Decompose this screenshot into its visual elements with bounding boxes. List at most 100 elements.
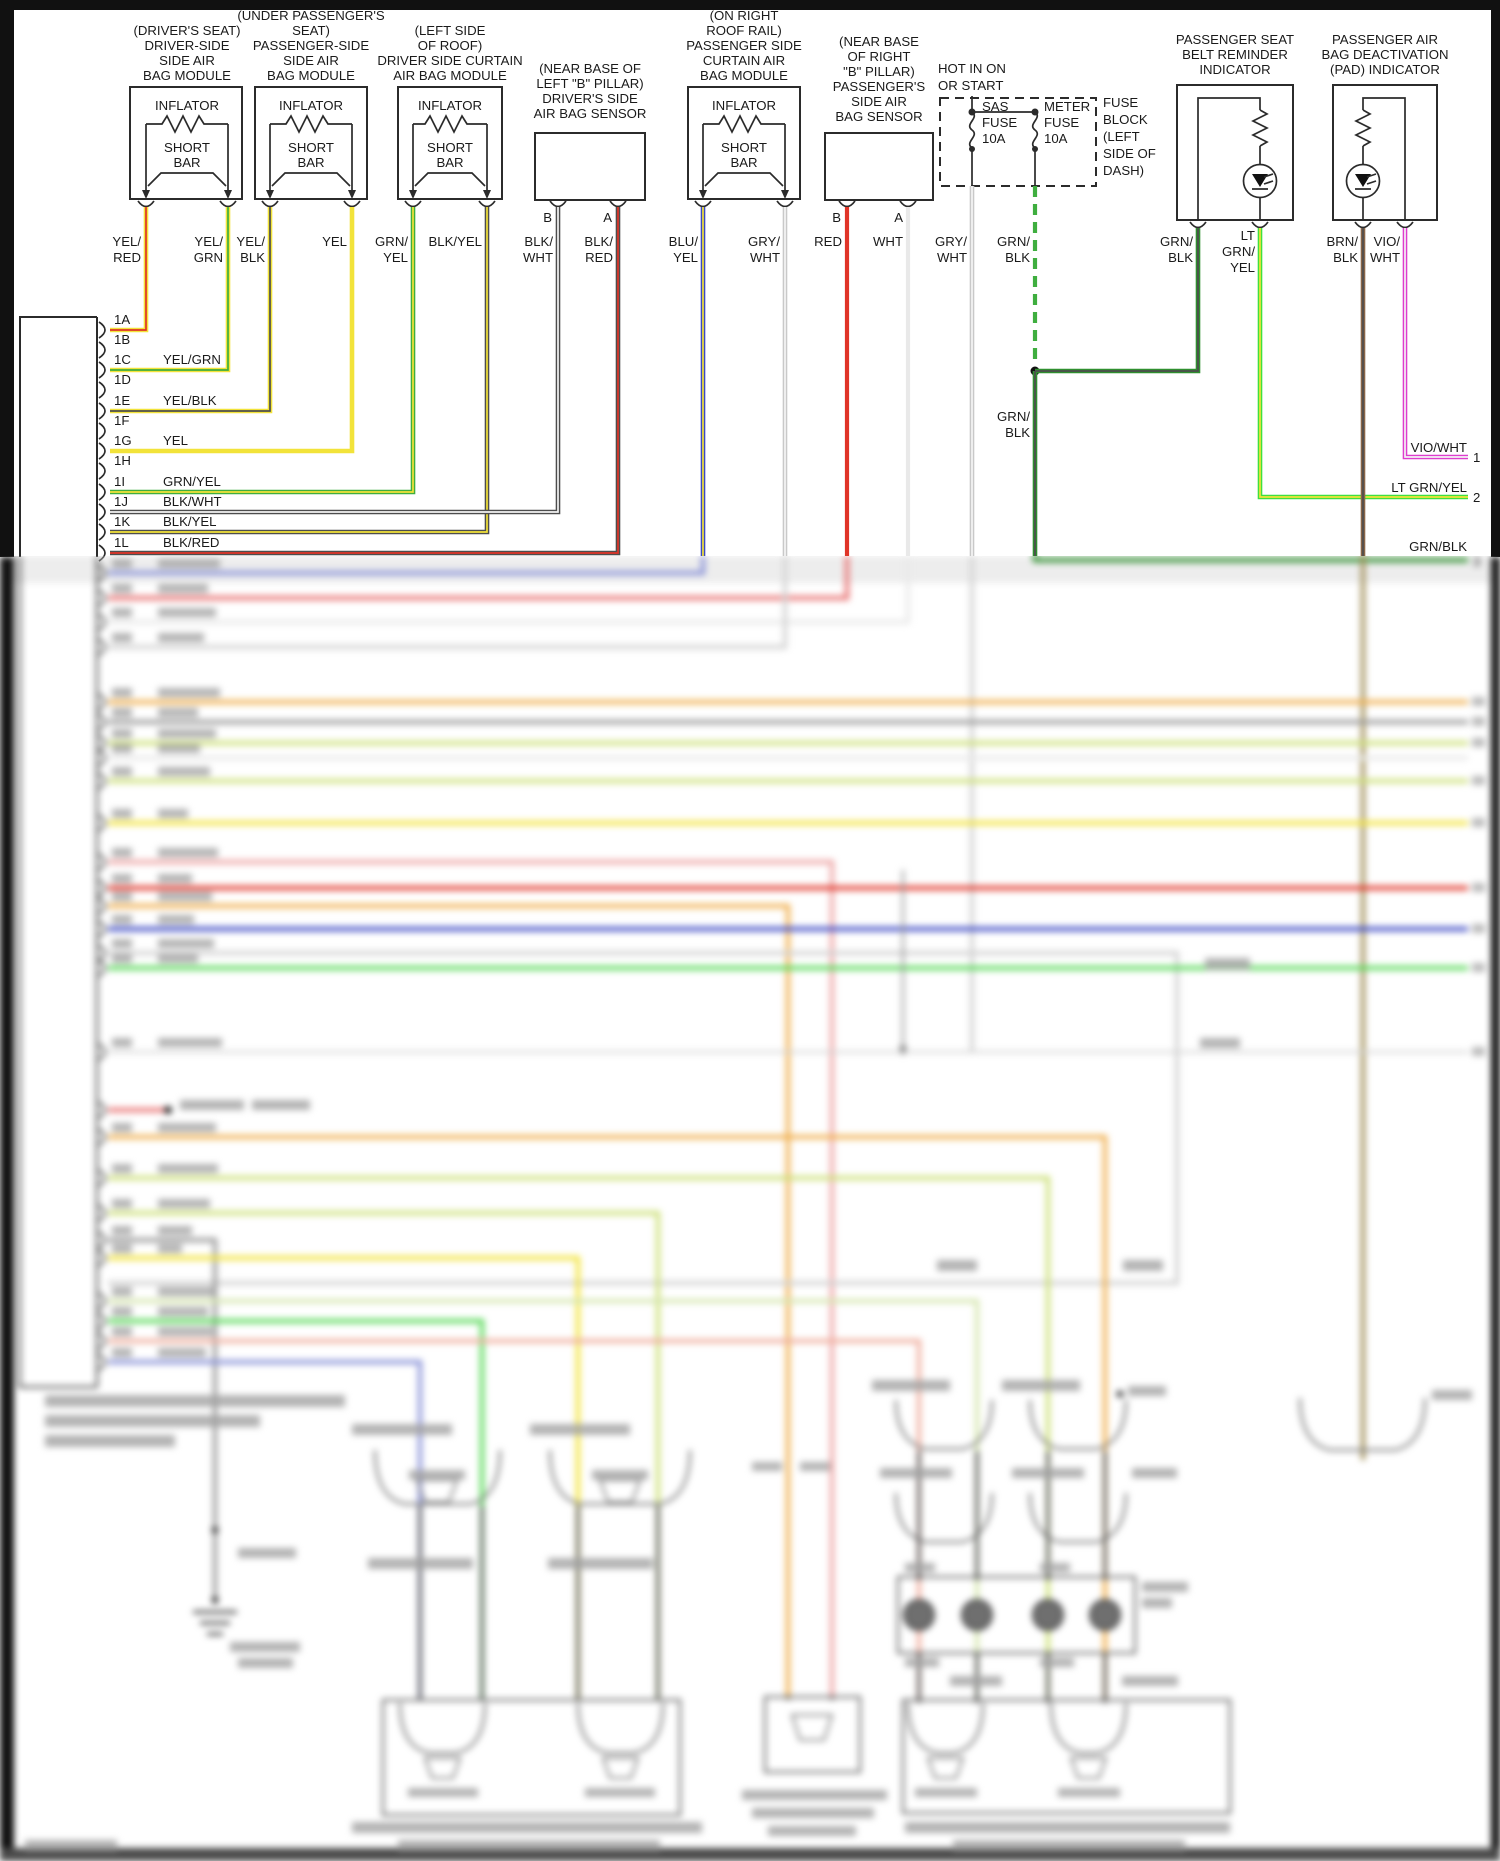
inflator-resistor — [703, 114, 785, 134]
svg-text:OF ROOF): OF ROOF) — [418, 38, 482, 53]
svg-text:BLK/YEL: BLK/YEL — [163, 514, 217, 529]
fuse-block-box — [939, 97, 1097, 187]
svg-text:WHT: WHT — [873, 234, 903, 249]
svg-text:YEL: YEL — [163, 433, 188, 448]
left-border-lower — [0, 557, 14, 1848]
svg-text:GRY/: GRY/ — [935, 234, 967, 249]
svg-text:DASH): DASH) — [1103, 163, 1144, 178]
passenger-side-air-bag-sensor: (NEAR BASE OF RIGHT "B" PILLAR) PASSENGE… — [824, 34, 934, 225]
svg-text:BLK/: BLK/ — [584, 234, 613, 249]
connector-pin-arcs — [98, 321, 106, 562]
module-box — [129, 86, 243, 200]
svg-text:BLK: BLK — [1005, 250, 1030, 265]
sensor-box — [824, 132, 934, 201]
svg-text:(LEFT SIDE: (LEFT SIDE — [415, 23, 486, 38]
svg-text:BLK/RED: BLK/RED — [163, 535, 219, 550]
svg-text:YEL: YEL — [1230, 260, 1255, 275]
svg-text:OR START: OR START — [938, 78, 1003, 93]
driver-side-air-bag-module: (DRIVER'S SEAT) DRIVER-SIDE SIDE AIR BAG… — [129, 23, 243, 200]
svg-text:10A: 10A — [982, 131, 1006, 146]
svg-text:(LEFT: (LEFT — [1103, 129, 1140, 144]
passenger-side-curtain-air-bag-module: (ON RIGHT ROOF RAIL) PASSENGER SIDE CURT… — [686, 8, 802, 200]
svg-text:SEAT): SEAT) — [292, 23, 330, 38]
svg-text:ROOF RAIL): ROOF RAIL) — [706, 23, 781, 38]
inflator-label: INFLATOR — [279, 98, 343, 113]
svg-text:GRN/YEL: GRN/YEL — [163, 474, 221, 489]
svg-text:BELT REMINDER: BELT REMINDER — [1182, 47, 1288, 62]
svg-text:OF RIGHT: OF RIGHT — [847, 49, 910, 64]
pin-letter-b: B — [832, 210, 841, 225]
blur-row — [108, 859, 835, 1697]
inflator-label: INFLATOR — [418, 98, 482, 113]
short-bar-symbol — [414, 172, 486, 187]
svg-text:BAG DEACTIVATION: BAG DEACTIVATION — [1321, 47, 1448, 62]
short-bar-symbol — [271, 172, 351, 187]
fuse-block: HOT IN ON OR START SAS FUSE 10A METER FU… — [938, 61, 1156, 187]
svg-text:WHT: WHT — [1370, 250, 1400, 265]
svg-text:AIR BAG MODULE: AIR BAG MODULE — [393, 68, 507, 83]
bottom-left-module — [373, 1449, 692, 1817]
connector-pin-arcs-lower — [98, 564, 106, 1371]
junction-dot — [164, 1106, 172, 1114]
pin-1g: 1G — [114, 433, 132, 448]
svg-text:BAG SENSOR: BAG SENSOR — [835, 109, 922, 124]
connector-box-lower — [19, 556, 98, 1388]
module-box — [687, 86, 801, 200]
svg-text:PASSENGER-SIDE: PASSENGER-SIDE — [253, 38, 369, 53]
arrowhead — [224, 190, 232, 199]
blur-row — [108, 950, 1180, 1286]
svg-text:RED: RED — [814, 234, 842, 249]
svg-text:YEL/: YEL/ — [236, 234, 265, 249]
junction-dot — [1116, 1390, 1124, 1398]
wire-color-tags: YEL/ RED YEL/ GRN YEL/ BLK YEL GRN/ YEL … — [112, 228, 1400, 440]
pin-letter-a: A — [603, 210, 612, 225]
bottom-right-module — [894, 1397, 1427, 1815]
component-pin-connectors — [137, 200, 1414, 229]
blur-row — [108, 556, 911, 625]
bottom-bar — [0, 1848, 1500, 1861]
svg-text:BAG MODULE: BAG MODULE — [143, 68, 231, 83]
inflator-resistor — [146, 114, 228, 134]
left-border — [0, 0, 14, 557]
exit-1-number: 1 — [1473, 450, 1480, 465]
lamp-circle — [1242, 163, 1278, 199]
svg-text:RED: RED — [113, 250, 141, 265]
pin-1a: 1A — [114, 312, 130, 327]
exit-2-label: LT GRN/YEL — [1391, 480, 1467, 495]
svg-text:FUSE: FUSE — [982, 115, 1017, 130]
blur-row — [108, 1338, 922, 1700]
module-location: (DRIVER'S SEAT) — [133, 23, 240, 38]
svg-text:BAR: BAR — [730, 155, 757, 170]
svg-text:GRN: GRN — [194, 250, 223, 265]
svg-text:GRN/: GRN/ — [1222, 244, 1255, 259]
pin-1l: 1L — [114, 535, 129, 550]
svg-text:VIO/: VIO/ — [1374, 234, 1401, 249]
short-bar-symbol — [704, 172, 784, 187]
pin-letter-b: B — [543, 210, 552, 225]
svg-text:INDICATOR: INDICATOR — [1199, 62, 1270, 77]
passenger-side-air-bag-module: (UNDER PASSENGER'S SEAT) PASSENGER-SIDE … — [237, 8, 385, 200]
svg-text:PASSENGER AIR: PASSENGER AIR — [1332, 32, 1438, 47]
pin-1j: 1J — [114, 494, 128, 509]
module-box — [254, 86, 368, 200]
blur-row — [108, 556, 788, 650]
pin-1d: 1D — [114, 372, 131, 387]
exit-2-number: 2 — [1473, 490, 1480, 505]
svg-text:SIDE AIR: SIDE AIR — [283, 53, 339, 68]
svg-text:BLK: BLK — [1168, 250, 1193, 265]
svg-text:YEL/: YEL/ — [112, 234, 141, 249]
passenger-air-bag-deactivation-indicator: PASSENGER AIR BAG DEACTIVATION (PAD) IND… — [1321, 32, 1449, 221]
wire-grn-blk — [1032, 228, 1201, 556]
ground-symbol — [193, 1526, 237, 1636]
svg-text:YEL: YEL — [383, 250, 408, 265]
connector-box-outline — [19, 316, 98, 557]
pin-1e: 1E — [114, 393, 130, 408]
inflator-label: INFLATOR — [155, 98, 219, 113]
svg-text:PASSENGER SEAT: PASSENGER SEAT — [1176, 32, 1294, 47]
harness-exits: VIO/WHT 1 LT GRN/YEL 2 GRN/BLK — [1391, 440, 1480, 554]
svg-text:LT: LT — [1241, 228, 1255, 243]
svg-text:SHORT: SHORT — [721, 140, 767, 155]
svg-text:YEL/: YEL/ — [194, 234, 223, 249]
top-border — [0, 0, 1500, 10]
